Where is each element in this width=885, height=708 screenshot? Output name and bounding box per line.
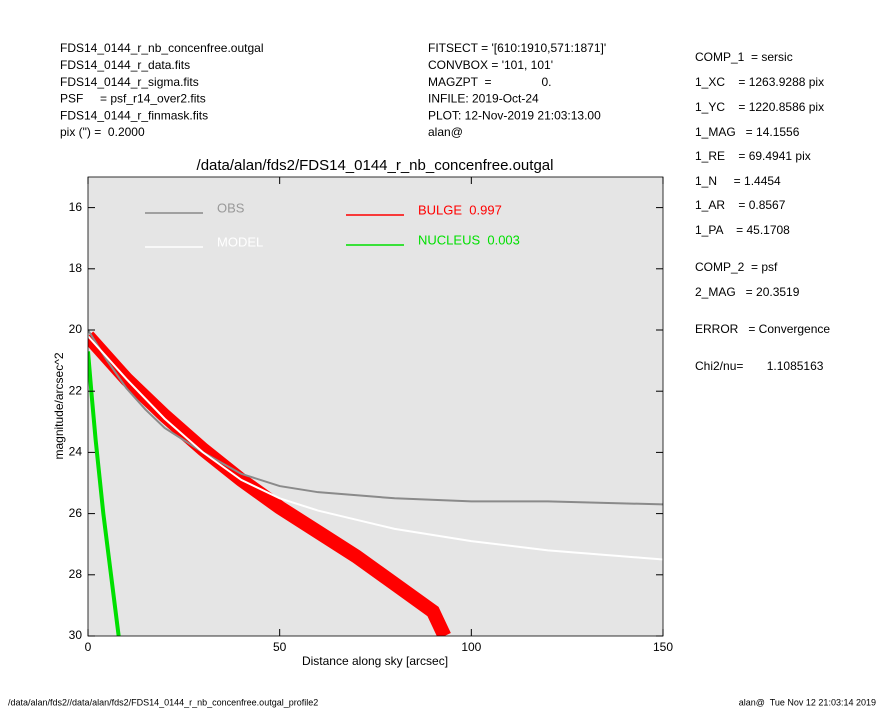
header-right-line: 1_RE = 69.4941 pix <box>695 149 811 163</box>
y-axis-label: magnitude/arcsec^2 <box>52 352 66 459</box>
header-left-line: FDS14_0144_r_finmask.fits <box>60 108 208 122</box>
y-tick-label: 18 <box>69 261 83 275</box>
header-right-line: ERROR = Convergence <box>695 322 830 336</box>
header-right-line: 1_MAG = 14.1556 <box>695 125 800 139</box>
header-right-line: COMP_1 = sersic <box>695 50 793 64</box>
x-axis-label: Distance along sky [arcsec] <box>302 654 448 668</box>
header-right-line: Chi2/nu= 1.1085163 <box>695 359 824 373</box>
y-tick-label: 24 <box>69 445 83 459</box>
y-tick-label: 28 <box>69 567 83 581</box>
legend-label: OBS <box>217 200 245 215</box>
series-line <box>88 331 451 636</box>
legend-label: NUCLEUS 0.003 <box>418 232 520 247</box>
footer-right: alan@ Tue Nov 12 21:03:14 2019 <box>739 697 876 707</box>
series-line <box>88 351 121 636</box>
header-right-line: 1_XC = 1263.9288 pix <box>695 75 824 89</box>
header-left-line: FDS14_0144_r_nb_concenfree.outgal <box>60 41 263 55</box>
header-middle-line: CONVBOX = '101, 101' <box>428 58 553 72</box>
x-tick-label: 0 <box>85 640 92 654</box>
chart-title: /data/alan/fds2/FDS14_0144_r_nb_concenfr… <box>197 157 554 174</box>
series-line <box>88 329 663 506</box>
legend-label: MODEL <box>217 234 263 249</box>
legend-label: BULGE 0.997 <box>418 202 502 217</box>
header-left-line: PSF = psf_r14_over2.fits <box>60 92 206 106</box>
header-right-line: 1_AR = 0.8567 <box>695 198 786 212</box>
x-tick-label: 150 <box>653 640 673 654</box>
header-middle-line: PLOT: 12-Nov-2019 21:03:13.00 <box>428 108 601 122</box>
y-tick-label: 20 <box>69 322 83 336</box>
header-right-line: 1_PA = 45.1708 <box>695 223 790 237</box>
header-left-line: FDS14_0144_r_sigma.fits <box>60 75 199 89</box>
header-right-line: COMP_2 = psf <box>695 260 778 274</box>
y-tick-label: 30 <box>69 628 83 642</box>
header-middle-line: INFILE: 2019-Oct-24 <box>428 92 539 106</box>
y-tick-label: 22 <box>69 383 83 397</box>
plot-frame <box>87 176 664 637</box>
plot-area <box>88 329 663 636</box>
header-right-line: 1_YC = 1220.8586 pix <box>695 100 824 114</box>
y-tick-label: 26 <box>69 506 83 520</box>
header-right-line: 1_N = 1.4454 <box>695 174 781 188</box>
series-line <box>88 335 663 561</box>
x-tick-label: 50 <box>273 640 287 654</box>
header-middle-line: FITSECT = '[610:1910,571:1871]' <box>428 41 606 55</box>
header-left-line: FDS14_0144_r_data.fits <box>60 58 190 72</box>
x-tick-label: 100 <box>461 640 481 654</box>
footer-left: /data/alan/fds2//data/alan/fds2/FDS14_01… <box>8 697 318 707</box>
y-tick-label: 16 <box>69 200 83 214</box>
header-middle-line: MAGZPT = 0. <box>428 75 551 89</box>
header-middle-line: alan@ <box>428 125 463 139</box>
plot-background <box>88 177 663 636</box>
header-right-line: 2_MAG = 20.3519 <box>695 285 800 299</box>
header-left-line: pix (") = 0.2000 <box>60 125 145 139</box>
